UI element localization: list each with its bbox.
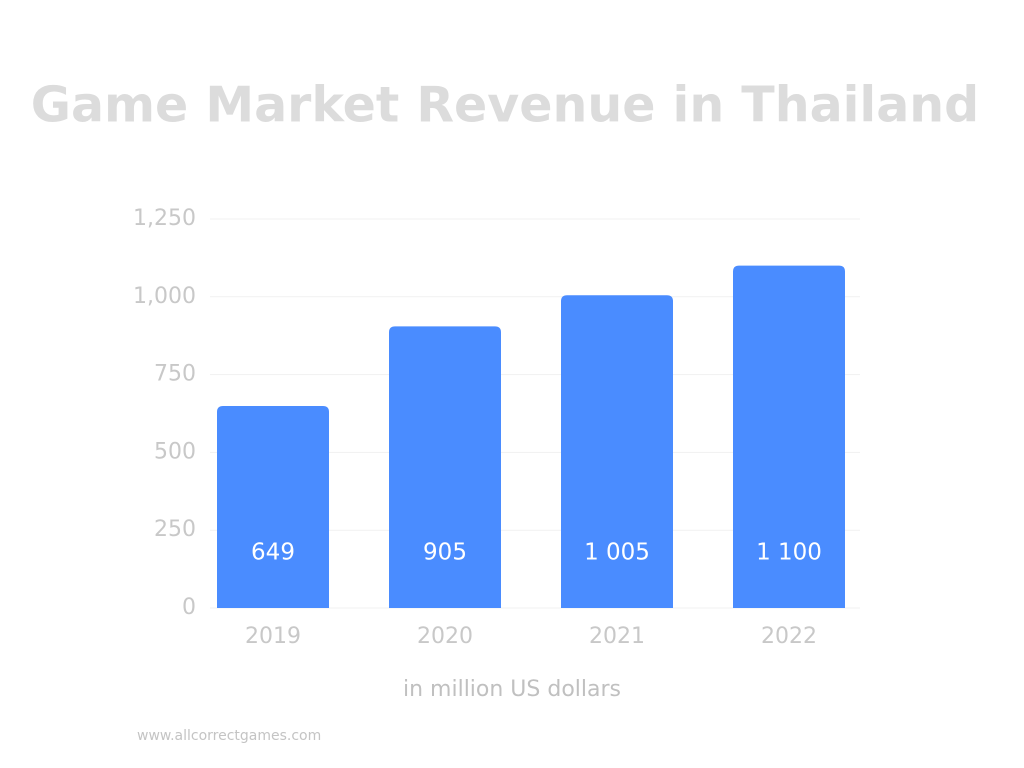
x-axis-label: in million US dollars [403,677,621,702]
x-tick-label: 2021 [589,624,645,649]
data-label: 905 [423,540,467,566]
y-tick-label: 1,250 [133,206,196,231]
data-label: 649 [251,540,295,566]
source: www.allcorrectgames.com [137,728,321,744]
y-tick-label: 0 [182,595,196,620]
x-tick-label: 2020 [417,624,473,649]
bar [561,295,673,608]
y-tick-label: 250 [154,517,196,542]
x-tick-label: 2019 [245,624,301,649]
x-tick-label: 2022 [761,624,817,649]
data-label: 1 005 [584,540,650,566]
chart-title: Game Market Revenue in Thailand [31,77,980,134]
bar [217,406,329,608]
bar [733,265,845,608]
y-tick-label: 500 [154,439,196,464]
bar [389,326,501,608]
y-tick-label: 1,000 [133,284,196,309]
y-tick-label: 750 [154,362,196,387]
data-label: 1 100 [756,540,822,566]
